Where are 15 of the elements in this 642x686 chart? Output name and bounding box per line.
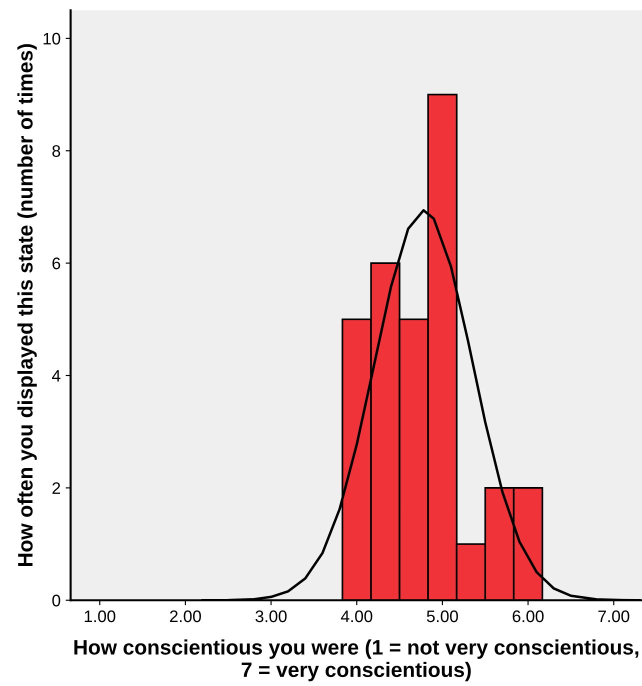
y-axis-title: How often you displayed this state (number of times)	[17, 44, 37, 566]
x-tick-label: 5.00	[426, 610, 458, 622]
y-tick-label: 4	[52, 370, 60, 382]
x-tick-label: 4.00	[340, 610, 372, 622]
x-tick-label: 1.00	[84, 610, 116, 622]
x-tick-label: 3.00	[255, 610, 287, 622]
y-tick-label: 0	[52, 594, 60, 606]
x-tick-label: 2.00	[170, 610, 201, 622]
y-tick-label: 2	[52, 482, 60, 494]
x-tick-label: 6.00	[512, 610, 544, 622]
y-tick-label: 10	[44, 32, 60, 45]
y-tick-label: 8	[52, 145, 60, 157]
x-tick-label: 7.00	[598, 610, 630, 622]
x-axis-title: How conscientious you were (1 = not very conscientious, 7 = very conscientious)	[74, 639, 638, 682]
y-tick-label: 6	[52, 258, 60, 270]
